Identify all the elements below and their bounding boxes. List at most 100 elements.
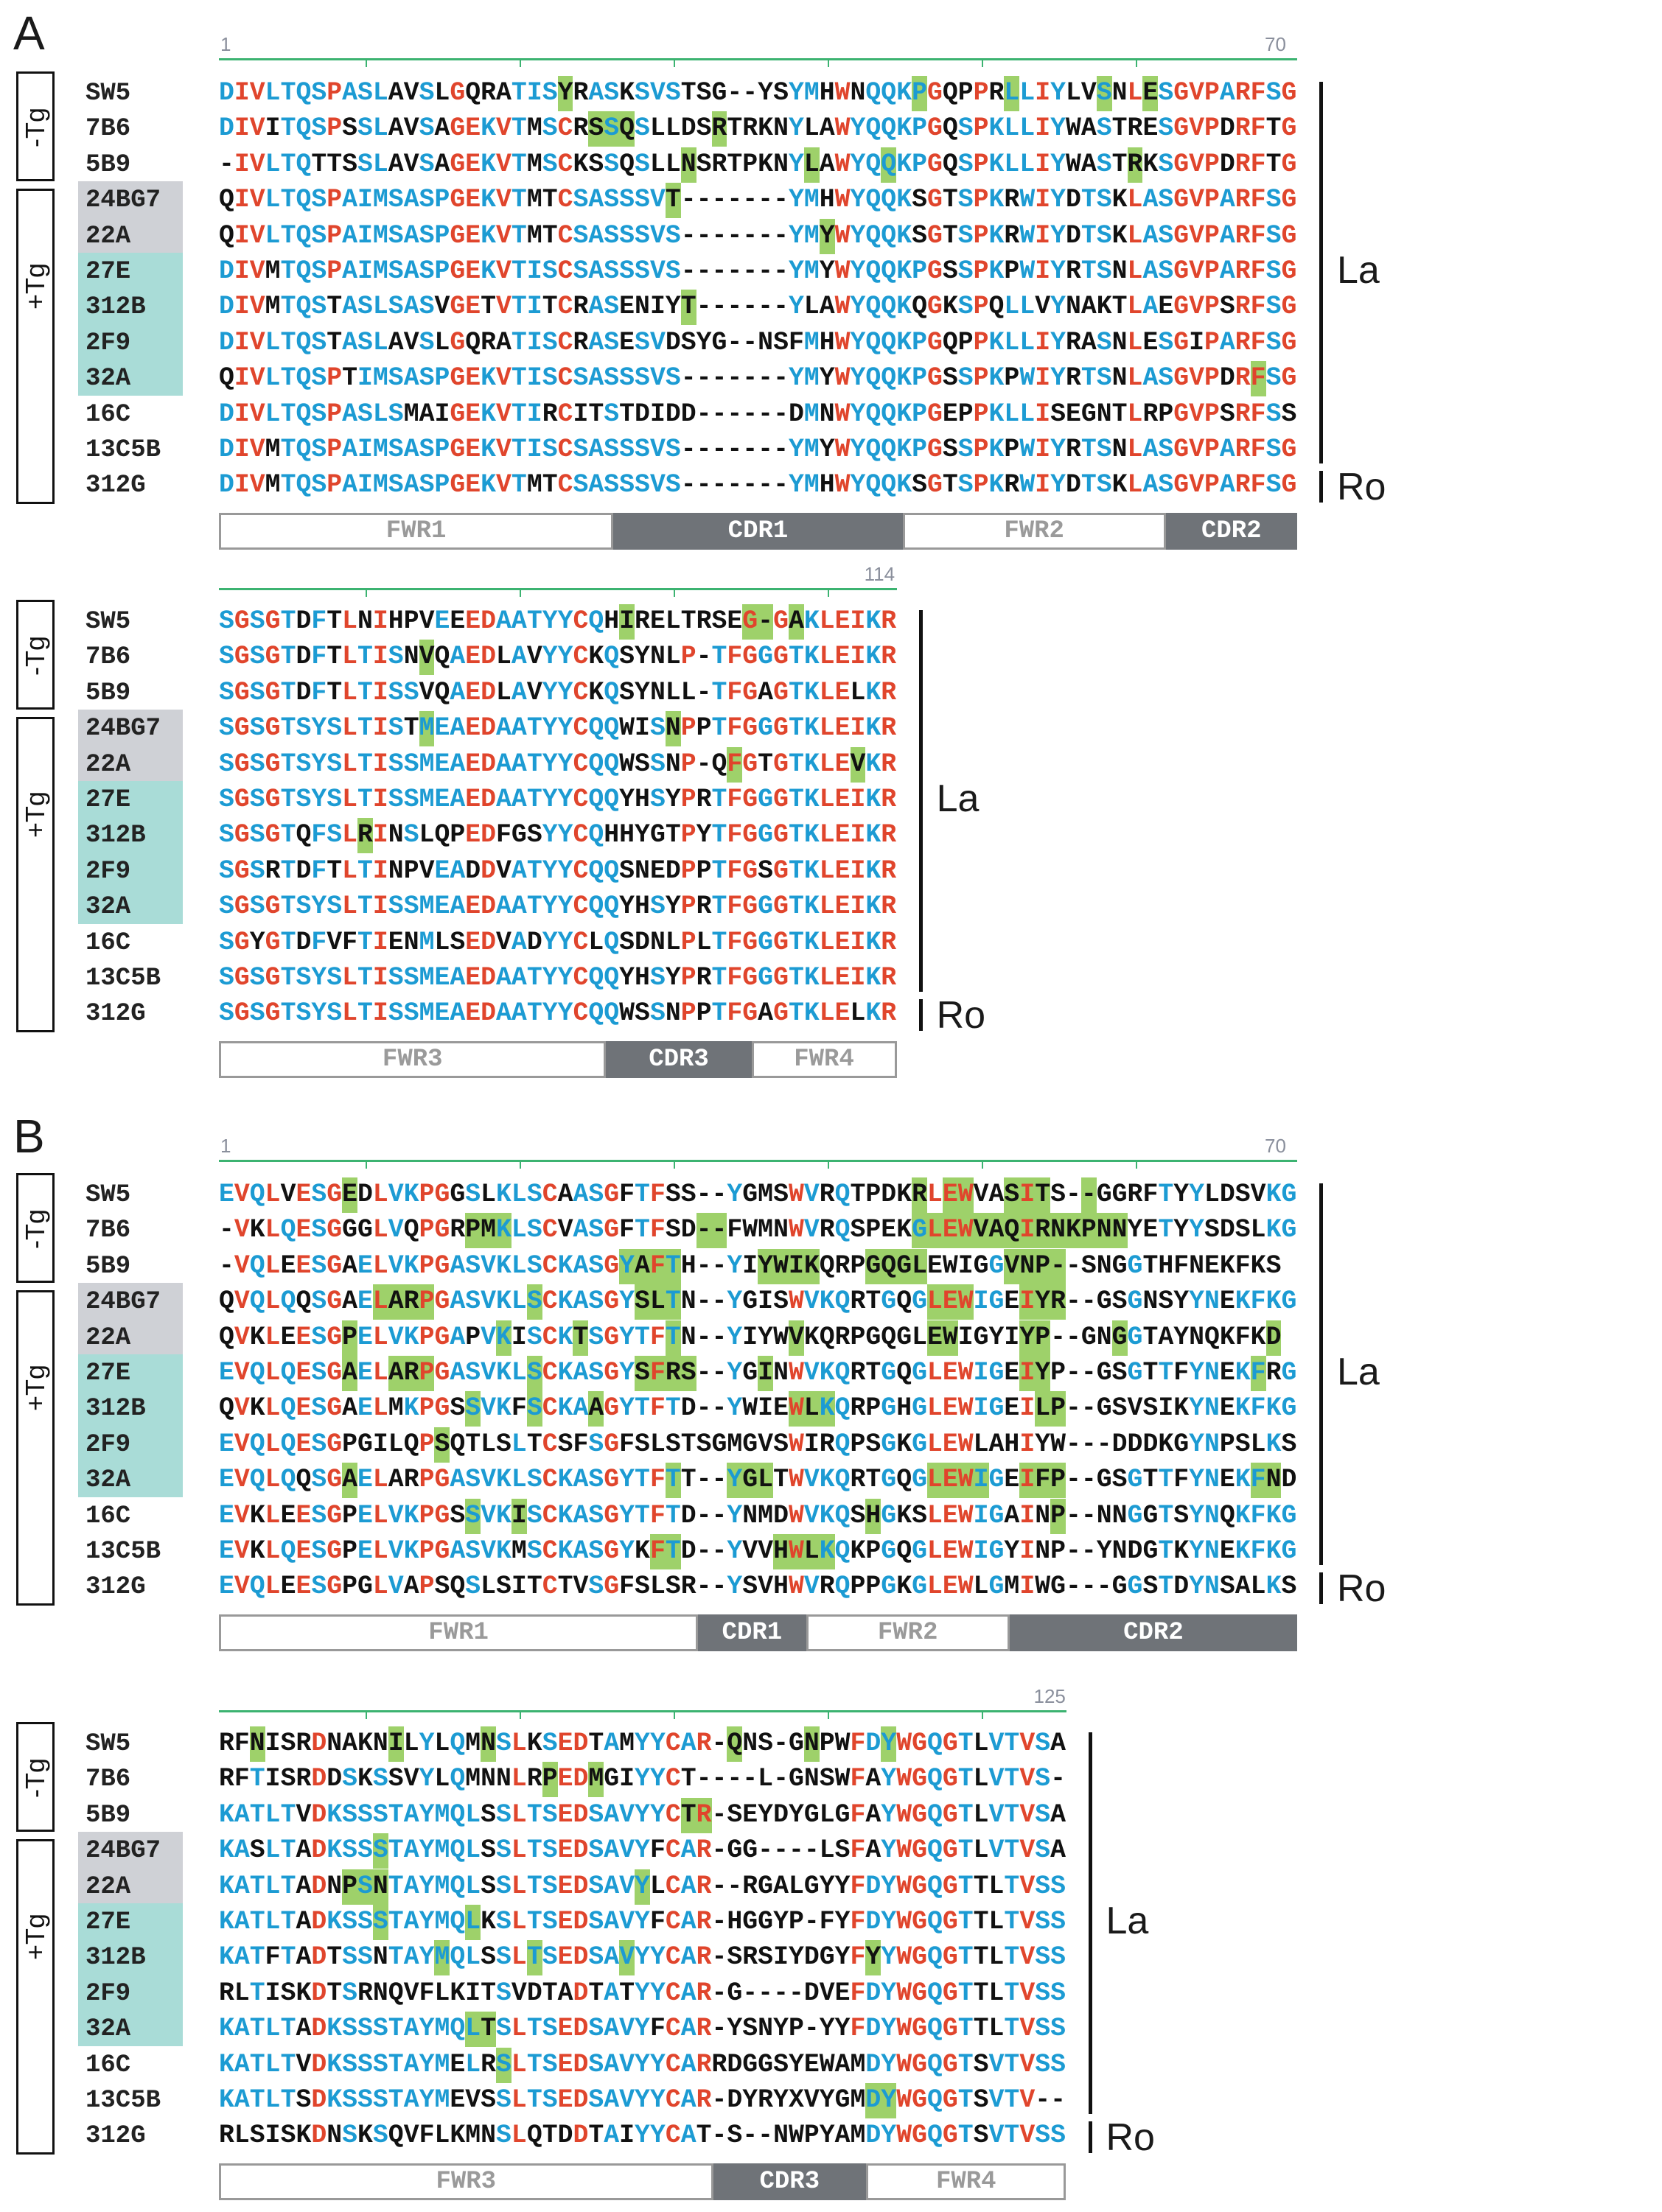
residue: P bbox=[419, 1284, 435, 1320]
residue: R bbox=[1235, 471, 1251, 500]
sequence-row: KATLTSDKSSSTAYMEVSSLTSEDSAVYYCAR-DYRYXVY… bbox=[219, 2083, 1066, 2118]
ro-bracket bbox=[918, 999, 923, 1031]
residue: D bbox=[296, 856, 312, 886]
residue: T bbox=[727, 114, 743, 144]
residue: A bbox=[865, 1836, 881, 1866]
minus-tg-label: -Tg bbox=[20, 107, 50, 147]
residue: C bbox=[665, 2050, 681, 2079]
residue: R bbox=[403, 1466, 419, 1495]
sequence-name: 27E bbox=[85, 258, 131, 286]
residue: S bbox=[1035, 2050, 1051, 2079]
residue: L bbox=[588, 928, 604, 957]
residue: Y bbox=[542, 928, 558, 957]
residue: P bbox=[342, 1320, 358, 1356]
residue: L bbox=[434, 79, 450, 108]
residue: S bbox=[357, 2050, 373, 2079]
residue: N bbox=[649, 928, 666, 957]
residue: Y bbox=[419, 1765, 435, 1794]
residue: A bbox=[511, 856, 527, 886]
residue: S bbox=[912, 186, 927, 215]
sequence-name: SW5 bbox=[85, 1181, 131, 1209]
residue: S bbox=[588, 1872, 604, 1901]
residue: Y bbox=[881, 2050, 897, 2079]
residue: P bbox=[403, 607, 419, 636]
residue: M bbox=[419, 999, 435, 1029]
residue: A bbox=[604, 1978, 620, 2008]
residue: T bbox=[1004, 1800, 1020, 1830]
residue: S bbox=[1050, 1872, 1066, 1901]
residue: A bbox=[680, 1872, 696, 1901]
residue: P bbox=[327, 399, 343, 429]
la-label: La bbox=[936, 777, 980, 821]
residue: G bbox=[912, 2050, 927, 2079]
residue: L bbox=[372, 114, 388, 144]
residue: L bbox=[696, 928, 712, 957]
residue: A bbox=[234, 2050, 250, 2079]
residue: T bbox=[280, 293, 296, 322]
sequence-name: 312B bbox=[85, 1944, 146, 1973]
residue: F bbox=[419, 2121, 435, 2151]
residue: T bbox=[1080, 435, 1097, 464]
residue: T bbox=[511, 471, 527, 500]
residue: S bbox=[526, 1537, 542, 1566]
residue: K bbox=[803, 856, 820, 886]
residue: Y bbox=[649, 1765, 666, 1794]
residue: - bbox=[696, 1359, 712, 1387]
residue: C bbox=[665, 2121, 681, 2151]
residue: - bbox=[711, 2015, 727, 2044]
residue: K bbox=[865, 964, 881, 993]
residue: Q bbox=[249, 1287, 265, 1317]
residue: R bbox=[403, 1284, 419, 1320]
residue: S bbox=[311, 1501, 327, 1530]
residue: C bbox=[573, 999, 589, 1029]
residue: V bbox=[496, 928, 511, 957]
sequence-row: SGSGTSYSLTISSMEAEDAATYYCQQYHSYPRTFGGGTKL… bbox=[219, 961, 896, 996]
residue: S bbox=[573, 186, 589, 215]
residue: S bbox=[342, 2121, 358, 2151]
residue: K bbox=[1250, 1323, 1266, 1352]
residue: W bbox=[834, 435, 851, 464]
residue: S bbox=[419, 114, 435, 144]
residue: T bbox=[249, 1908, 265, 1936]
residue: T bbox=[680, 607, 696, 636]
residue: I bbox=[234, 471, 250, 500]
residue: F bbox=[1142, 1180, 1159, 1209]
residue: E bbox=[649, 607, 666, 636]
residue: V bbox=[496, 257, 511, 286]
residue: Q bbox=[434, 821, 450, 850]
residue: D bbox=[865, 2121, 881, 2151]
residue: Q bbox=[280, 1216, 296, 1245]
residue: - bbox=[696, 221, 712, 251]
residue: N bbox=[1096, 1323, 1112, 1352]
residue: A bbox=[588, 364, 604, 393]
residue: V bbox=[619, 2015, 635, 2044]
residue: C bbox=[557, 399, 573, 429]
sequence-row: QVKLEESGPELVKPGAPVKISCKTSGYTFTN--YIYWVKQ… bbox=[219, 1320, 1282, 1356]
residue: R bbox=[696, 607, 712, 636]
residue: E bbox=[465, 364, 481, 393]
residue: S bbox=[496, 1729, 511, 1758]
residue: T bbox=[388, 1872, 404, 1901]
residue: L bbox=[1004, 293, 1020, 322]
residue: L bbox=[819, 999, 835, 1029]
residue: G bbox=[758, 1872, 774, 1901]
residue: K bbox=[896, 471, 912, 500]
residue: S bbox=[496, 1908, 511, 1936]
residue: A bbox=[388, 1284, 404, 1320]
residue: L bbox=[511, 1251, 527, 1281]
residue: L bbox=[1004, 328, 1020, 357]
residue: A bbox=[588, 471, 604, 500]
residue: G bbox=[773, 785, 789, 814]
residue: - bbox=[696, 1213, 712, 1249]
residue: R bbox=[881, 892, 897, 922]
residue: Q bbox=[881, 221, 897, 251]
residue: E bbox=[465, 643, 481, 672]
residue: V bbox=[619, 1872, 635, 1901]
residue: G bbox=[1127, 1251, 1143, 1281]
residue: A bbox=[496, 785, 511, 814]
sequence-name: 13C5B bbox=[85, 2087, 161, 2115]
residue: P bbox=[419, 1251, 435, 1281]
residue: K bbox=[1265, 1287, 1282, 1317]
residue: Y bbox=[649, 1943, 666, 1973]
residue: V bbox=[1019, 2015, 1036, 2044]
